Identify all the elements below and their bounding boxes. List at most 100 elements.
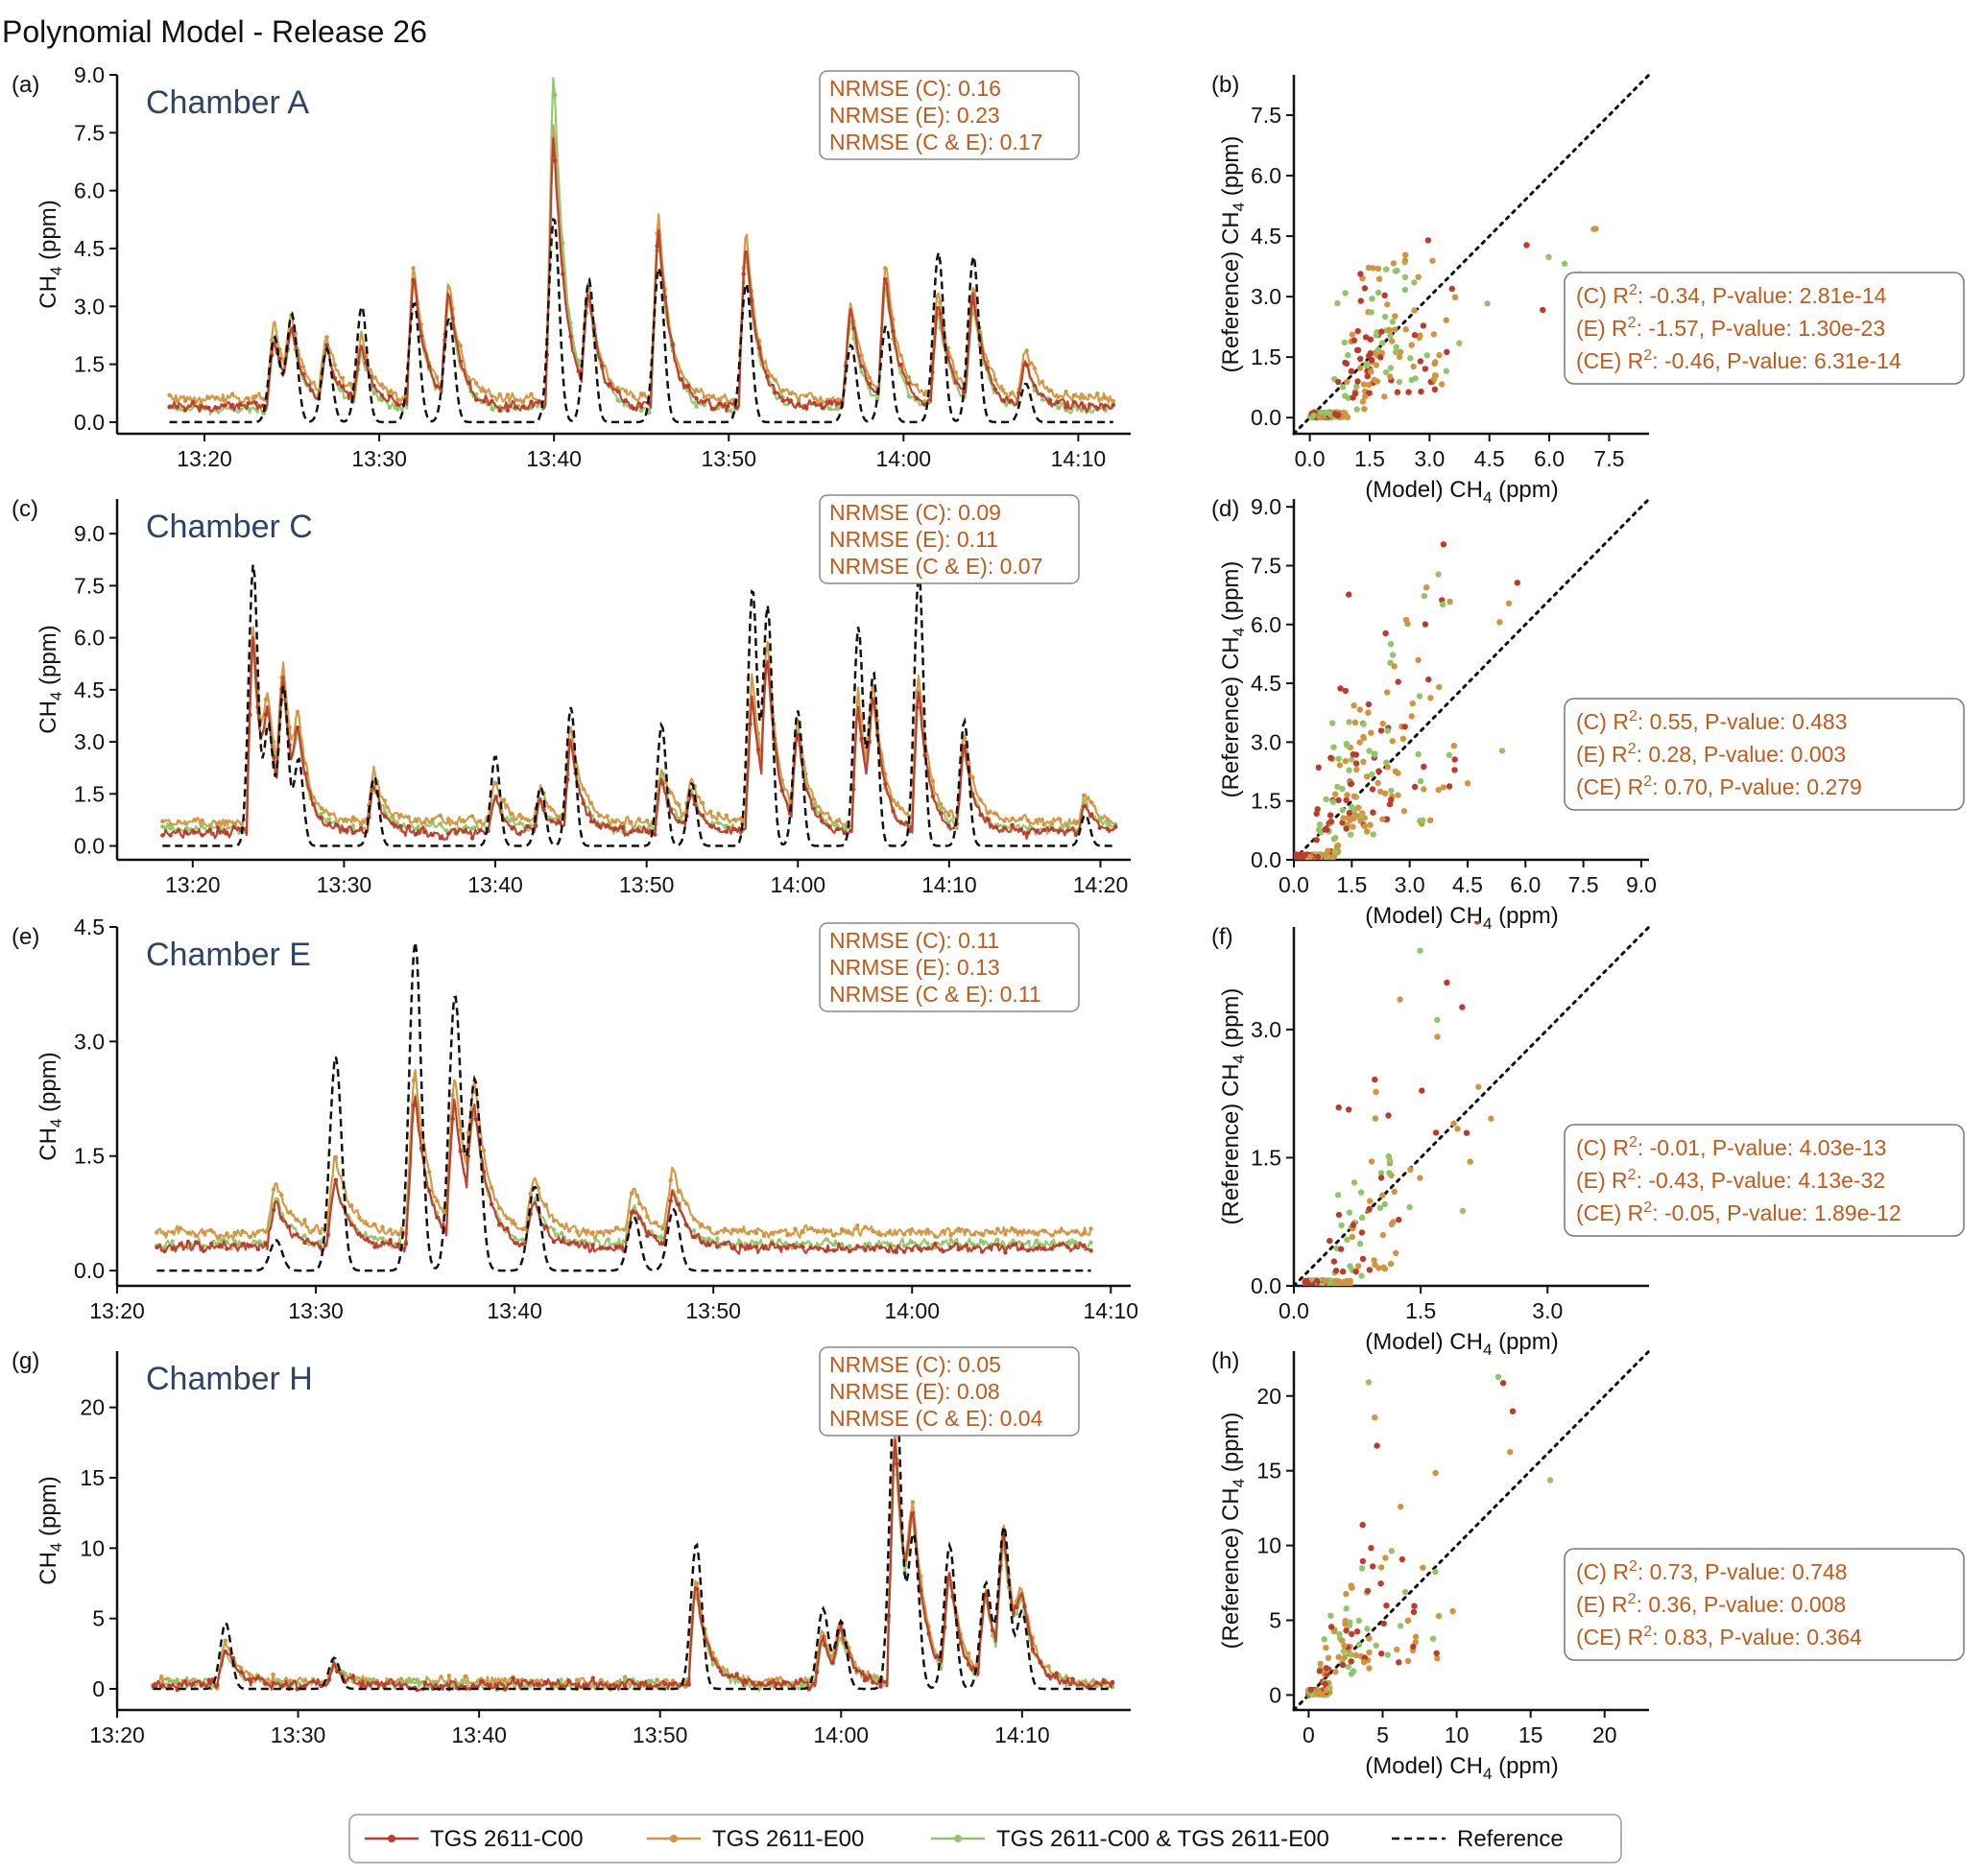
series-point-c00 (541, 807, 546, 813)
series-point-c00 (479, 1679, 484, 1684)
series-point-e00 (785, 1232, 790, 1238)
series-point-e00 (612, 819, 618, 824)
series-point-c00 (964, 1243, 968, 1248)
stats-sep: , P-value: (1708, 1625, 1807, 1650)
scatter-point-e00 (1323, 1645, 1329, 1651)
series-point-e00 (839, 1226, 845, 1232)
series-point-ce (568, 321, 573, 325)
series-point-c00 (371, 383, 376, 389)
scatter-point-c00 (1444, 348, 1450, 355)
scatter-point-ce (1351, 806, 1358, 814)
series-point-e00 (629, 1191, 634, 1196)
x-tick-label: 13:40 (451, 1722, 507, 1747)
series-point-e00 (349, 1203, 354, 1208)
scatter-point-ce (1484, 300, 1491, 307)
scatter-point-ce (1348, 831, 1354, 838)
series-point-c00 (600, 364, 605, 368)
label-rest: (ppm) (1492, 477, 1558, 503)
nrmse-text: NRMSE (E): 0.08 (829, 1379, 1000, 1404)
scatter-point-e00 (1375, 275, 1383, 282)
series-point-c00 (279, 1216, 284, 1221)
x-tick-label: 0.0 (1279, 872, 1309, 897)
subscript: 4 (1230, 202, 1248, 211)
x-tick-label: 6.0 (1534, 446, 1565, 471)
series-point-c00 (398, 1684, 404, 1689)
series-point-c00 (167, 405, 172, 410)
series-point-c00 (898, 820, 903, 825)
series-point-c00 (170, 1247, 175, 1251)
series-point-c00 (217, 1244, 222, 1249)
series-point-e00 (454, 821, 459, 826)
label-rest: (ppm) (36, 1052, 61, 1118)
series-point-e00 (938, 300, 943, 305)
scatter-point-ce (1369, 771, 1375, 778)
series-point-e00 (318, 1230, 323, 1236)
series-point-c00 (223, 1649, 227, 1654)
series-point-e00 (1073, 821, 1079, 826)
series-point-c00 (248, 1243, 252, 1248)
series-point-e00 (746, 1231, 751, 1236)
series-point-c00 (335, 822, 340, 828)
series-point-e00 (1011, 1227, 1016, 1232)
series-point-ce (372, 1235, 377, 1241)
series-point-e00 (636, 817, 641, 821)
series-point-e00 (986, 811, 992, 816)
series-point-c00 (854, 1668, 859, 1674)
scatter-point-ce (1359, 1214, 1366, 1222)
series-point-e00 (422, 819, 427, 825)
series-point-ce (387, 405, 393, 410)
scatter-point-e00 (1592, 226, 1599, 232)
series-point-c00 (644, 829, 650, 834)
series-point-c00 (1088, 402, 1092, 407)
superscript: 2 (1629, 1134, 1637, 1151)
series-point-ce (261, 411, 267, 416)
series-point-e00 (639, 392, 644, 396)
scatter-point-ce (1379, 340, 1386, 346)
series-point-e00 (232, 1230, 237, 1236)
series-point-e00 (970, 775, 975, 780)
stats-p: 1.30e-23 (1798, 316, 1885, 341)
scatter-point-e00 (1400, 808, 1408, 815)
series-point-e00 (1071, 392, 1077, 398)
scatter-point-ce (1381, 313, 1389, 321)
scatter-point-e00 (1340, 815, 1347, 821)
series-point-e00 (427, 1170, 432, 1175)
series-point-e00 (717, 397, 723, 402)
series-point-e00 (694, 1581, 700, 1586)
series-point-e00 (608, 378, 612, 383)
series-point-e00 (1079, 392, 1085, 397)
series-point-c00 (801, 1245, 805, 1249)
series-point-c00 (1049, 1247, 1055, 1251)
superscript: 2 (1628, 741, 1637, 757)
x-tick-label: 1.5 (1336, 872, 1367, 897)
series-point-c00 (246, 401, 251, 406)
scatter-point-ce (1446, 751, 1453, 758)
scatter-point-c00 (1335, 1104, 1342, 1111)
series-point-e00 (613, 1225, 619, 1230)
scatter-point-e00 (1364, 828, 1371, 835)
series-point-e00 (1056, 394, 1061, 399)
series-point-e00 (906, 374, 911, 380)
series-point-c00 (439, 1683, 443, 1689)
stats-r2: 0.70 (1664, 774, 1708, 799)
identity-line (1292, 497, 1651, 862)
series-point-c00 (557, 819, 562, 825)
series-point-c00 (622, 1683, 628, 1689)
scatter-point-e00 (1336, 762, 1344, 769)
series-point-c00 (670, 1681, 676, 1687)
series-point-c00 (867, 381, 872, 387)
scatter-point-ce (1401, 273, 1409, 280)
line-panel-0: 13:20 13:30 13:40 13:50 14:00 14:10 0.0 1.5 3.0 4… (12, 62, 1131, 471)
series-point-e00 (979, 1232, 985, 1237)
series-point-c00 (708, 823, 713, 828)
series-point-c00 (621, 824, 626, 830)
series-point-c00 (894, 1249, 898, 1255)
y-tick-label: 1.5 (1251, 789, 1281, 814)
series-point-e00 (653, 1221, 657, 1225)
series-point-e00 (300, 365, 306, 369)
series-point-c00 (391, 821, 395, 826)
scatter-point-c00 (1348, 1658, 1354, 1665)
series-point-c00 (350, 1674, 356, 1678)
series-point-c00 (192, 830, 197, 835)
scatter-point-c00 (1432, 1129, 1440, 1136)
